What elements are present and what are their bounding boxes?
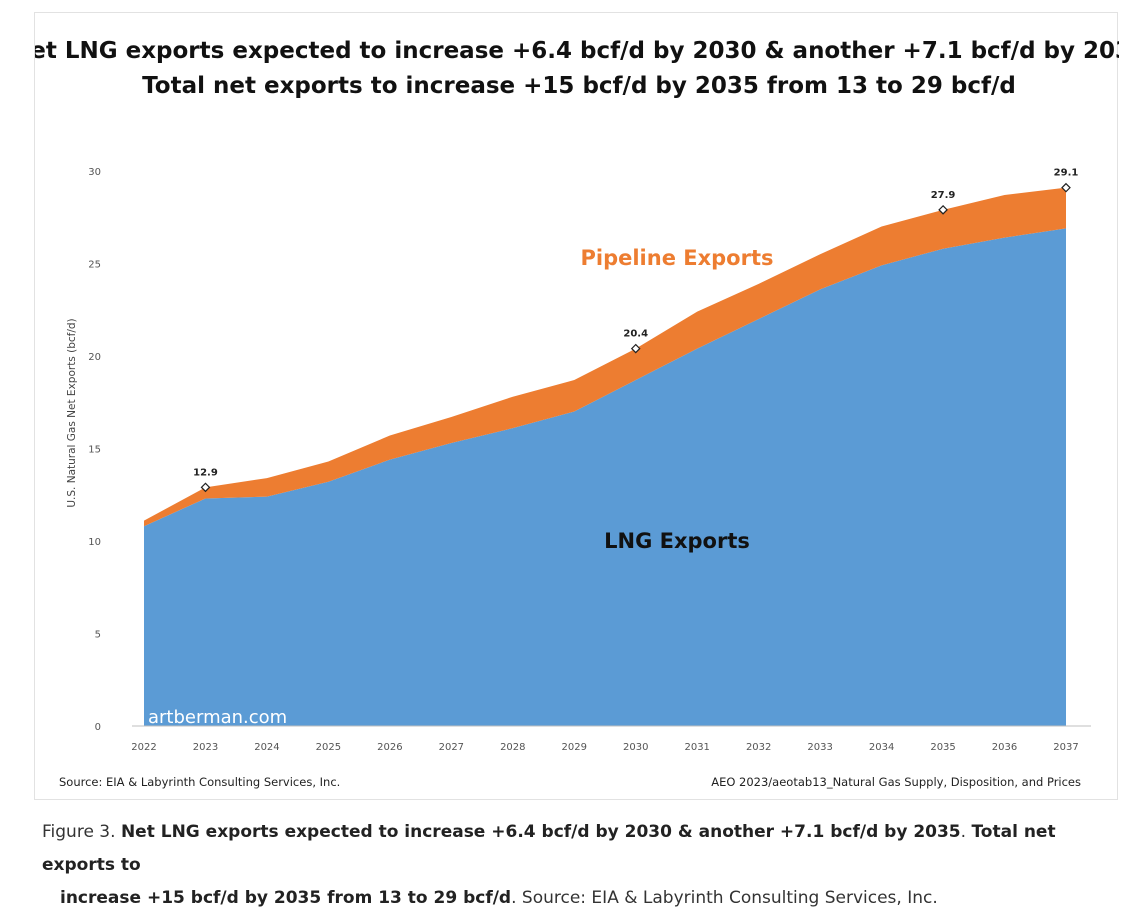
x-tick-label: 2024	[254, 742, 279, 753]
caption-sep: .	[960, 822, 972, 842]
y-tick-label: 15	[88, 445, 101, 456]
source-left: Source: EIA & Labyrinth Consulting Servi…	[59, 775, 340, 789]
x-tick-label: 2036	[992, 742, 1017, 753]
x-tick-label: 2025	[316, 742, 341, 753]
caption-suffix: . Source: EIA & Labyrinth Consulting Ser…	[511, 888, 938, 908]
y-tick-label: 10	[88, 537, 101, 548]
data-label: 27.9	[931, 190, 956, 201]
area-pipeline-exports	[144, 187, 1066, 527]
chart-svg: Net LNG exports expected to increase +6.…	[35, 38, 1119, 789]
y-tick-label: 5	[95, 630, 101, 641]
data-label: 12.9	[193, 467, 218, 478]
series-label-lng: LNG Exports	[604, 529, 750, 553]
area-layer	[144, 187, 1066, 726]
axes-layer: 2022 2023 2024 2025 2026 2027 2028 2029 2030 2031…	[88, 167, 1091, 753]
data-label: 29.1	[1054, 168, 1079, 179]
x-tick-label: 2037	[1053, 742, 1078, 753]
data-point-marker	[1061, 182, 1071, 193]
x-tick-label: 2029	[562, 742, 587, 753]
x-tick-label: 2022	[131, 742, 156, 753]
caption-prefix: Figure 3.	[42, 822, 121, 842]
x-tick-label: 2028	[500, 742, 525, 753]
chart-title-line-2: Total net exports to increase +15 bcf/d …	[142, 73, 1016, 99]
data-label: 20.4	[623, 329, 648, 340]
y-tick-label: 20	[88, 352, 101, 363]
data-point-marker	[630, 343, 641, 354]
y-tick-label: 30	[88, 167, 101, 178]
x-tick-label: 2032	[746, 742, 771, 753]
series-label-pipeline: Pipeline Exports	[580, 246, 773, 270]
caption-bold-1: Net LNG exports expected to increase +6.…	[120, 822, 961, 842]
x-tick-label: 2034	[869, 742, 894, 753]
chart-title-line-1: Net LNG exports expected to increase +6.…	[35, 38, 1119, 64]
figure-caption: Figure 3. Net LNG exports expected to in…	[42, 816, 1122, 915]
x-tick-label: 2027	[439, 742, 464, 753]
y-tick-label: 0	[95, 722, 101, 733]
y-axis-label: U.S. Natural Gas Net Exports (bcf/d)	[66, 318, 78, 507]
source-right: AEO 2023/aeotab13_Natural Gas Supply, Di…	[711, 775, 1081, 789]
chart-frame: Net LNG exports expected to increase +6.…	[34, 12, 1119, 800]
data-point-marker	[200, 482, 211, 493]
x-tick-label: 2026	[377, 742, 402, 753]
data-point-marker	[938, 205, 948, 215]
y-tick-label: 25	[88, 260, 101, 271]
x-tick-label: 2030	[623, 742, 648, 753]
x-tick-label: 2023	[193, 742, 218, 753]
watermark-artberman: artberman.com	[148, 707, 287, 728]
x-tick-label: 2033	[807, 742, 832, 753]
caption-bold-2b: increase +15 bcf/d by 2035 from 13 to 29…	[60, 888, 512, 908]
caption-bold-2a: Total net exports to	[42, 822, 1056, 875]
x-tick-label: 2031	[684, 742, 709, 753]
area-lng-exports	[144, 228, 1066, 726]
marker-layer: 12.9 20.4 27.9 29.1	[193, 168, 1079, 493]
x-tick-label: 2035	[930, 742, 955, 753]
